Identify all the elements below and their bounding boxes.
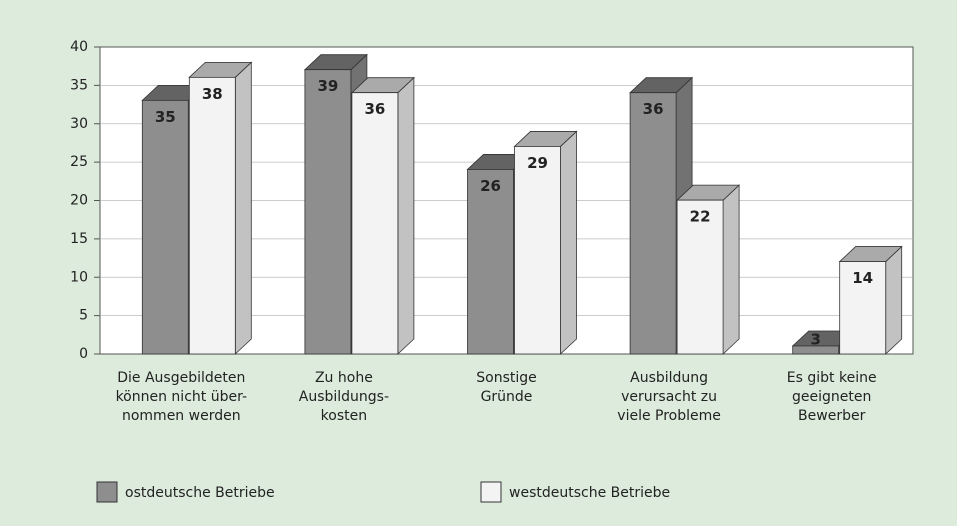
x-tick-label: geeigneten (792, 389, 871, 405)
bar-front (629, 92, 677, 355)
bar-front (676, 199, 724, 355)
legend-swatch (480, 481, 502, 503)
y-tick-label: 30 (70, 116, 88, 132)
value-label: 39 (317, 77, 338, 95)
value-label: 22 (690, 208, 711, 226)
value-label: 3 (810, 330, 820, 348)
bar (513, 130, 578, 355)
bar-front (514, 146, 561, 355)
x-tick-label: Ausbildung (630, 370, 708, 386)
y-tick-label: 20 (70, 193, 88, 209)
bar-side (885, 245, 903, 355)
bar-front (351, 92, 399, 355)
bar-side (560, 130, 577, 355)
value-label: 26 (480, 177, 501, 195)
x-tick-label: Es gibt keine (787, 370, 877, 386)
y-tick-label: 10 (70, 269, 88, 285)
x-tick-label: nommen werden (122, 408, 241, 424)
legend-swatch (96, 481, 118, 503)
y-tick-label: 5 (79, 308, 88, 324)
legend-label: westdeutsche Betriebe (509, 485, 670, 501)
bar-front (304, 69, 352, 355)
y-tick-label: 15 (70, 231, 88, 247)
x-tick-label: Bewerber (798, 408, 866, 424)
value-label: 35 (155, 108, 176, 126)
y-tick-label: 0 (79, 346, 88, 362)
x-tick-label: Sonstige (476, 370, 537, 386)
bar-side (234, 61, 252, 355)
x-tick-label: Gründe (481, 389, 533, 405)
y-tick-label: 25 (70, 154, 88, 170)
bar (188, 61, 253, 355)
value-label: 38 (202, 85, 223, 103)
bar (838, 245, 903, 355)
x-tick-label: Zu hohe (315, 370, 373, 386)
y-tick-label: 40 (70, 39, 88, 55)
bar (350, 76, 415, 355)
bar (676, 184, 741, 355)
value-label: 36 (643, 100, 664, 118)
bar-side (397, 76, 415, 355)
x-tick-label: Ausbildungs- (299, 389, 389, 405)
legend-label: ostdeutsche Betriebe (125, 485, 275, 501)
value-label: 14 (852, 269, 873, 287)
value-label: 36 (364, 100, 385, 118)
bar-side (722, 184, 740, 355)
x-tick-label: können nicht über- (116, 389, 247, 405)
bar-front (141, 99, 189, 355)
bar-front (467, 169, 514, 355)
bar-front (839, 261, 887, 355)
x-tick-label: kosten (321, 408, 367, 424)
x-tick-label: Die Ausgebildeten (117, 370, 245, 386)
value-label: 29 (527, 154, 548, 172)
bar-front (792, 345, 840, 355)
bar-front (188, 76, 236, 355)
y-tick-label: 35 (70, 77, 88, 93)
x-tick-label: verursacht zu (621, 389, 717, 405)
x-tick-label: viele Probleme (617, 408, 721, 424)
